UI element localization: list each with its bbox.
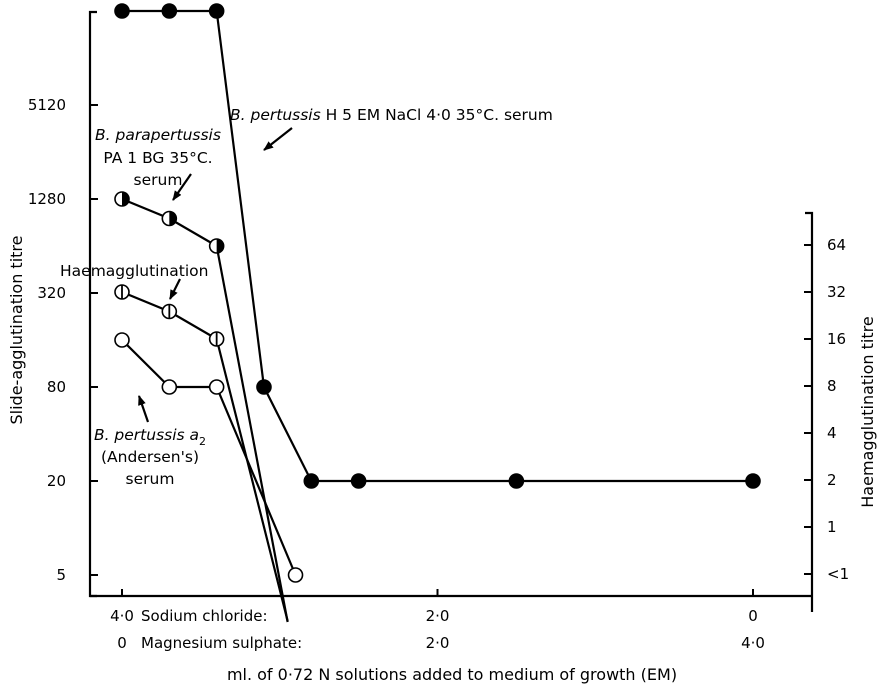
annotation-parapertussis: B. parapertussis PA 1 BG 35°C. serum — [95, 126, 221, 201]
data-point — [508, 473, 525, 489]
annotation-arrow-parapertussis — [172, 173, 192, 201]
data-point — [161, 379, 178, 395]
data-point — [208, 238, 225, 254]
right-y-tick-label: 2 — [827, 471, 837, 489]
data-point — [114, 3, 130, 19]
right-y-tick-label: 8 — [827, 377, 837, 395]
annotation-arrow-andersen — [137, 395, 150, 423]
annotation-arrow-haemagglutination — [169, 278, 181, 300]
x-row-name-sodium-chloride: Sodium chloride: — [141, 607, 268, 625]
data-point — [114, 332, 130, 348]
annotation-haemagglutination: Haemagglutination — [60, 262, 209, 300]
data-point — [208, 3, 225, 19]
left-y-tick-label: 320 — [37, 284, 66, 302]
data-point — [114, 284, 130, 300]
annotation-andersen: B. pertussis a2 (Andersen's) serum — [94, 395, 206, 488]
left-y-axis — [88, 10, 97, 598]
svg-text:B. pertussis a2: B. pertussis a2 — [94, 426, 206, 448]
annotation-parapertussis-line2: PA 1 BG 35°C. — [103, 149, 212, 167]
data-point — [350, 473, 367, 489]
x-row-name-magnesium-sulphate: Magnesium sulphate: — [141, 634, 302, 652]
annotation-pertussis-h5-italic: B. pertussis — [230, 106, 321, 124]
left-y-tick-label: 5 — [56, 566, 66, 584]
series-line-3 — [121, 339, 297, 576]
left-y-ticks: 5 20 80 320 1280 5120 — [28, 96, 98, 584]
annotation-andersen-italic: B. pertussis a — [94, 426, 199, 444]
annotation-arrow-pertussis-h5 — [263, 127, 293, 151]
series-lines — [121, 9, 753, 623]
x-ticks: 4·0 0 2·0 2·0 0 4·0 — [110, 589, 765, 652]
left-y-tick-label: 1280 — [28, 190, 66, 208]
x-tick-label: 0 — [748, 607, 758, 625]
x-tick-label: 2·0 — [426, 607, 450, 625]
data-point — [287, 567, 304, 583]
series-line-0 — [122, 9, 753, 483]
data-point — [161, 210, 178, 227]
x-tick-label: 0 — [117, 634, 127, 652]
data-point — [114, 191, 130, 207]
annotation-andersen-subscript: 2 — [199, 435, 206, 448]
data-point — [161, 3, 178, 19]
svg-text:B. pertussis H 5 EM NaCl 4·0: B. pertussis H 5 EM NaCl 4·0 35°C. serum — [230, 106, 553, 124]
y-axis-title-left: Slide-agglutination titre — [7, 236, 26, 425]
series-markers — [114, 3, 761, 583]
x-tick-label: 4·0 — [110, 607, 134, 625]
right-y-tick-label: 64 — [827, 236, 846, 254]
x-axis-title: ml. of 0·72 N solutions added to medium … — [227, 665, 677, 684]
y-axis-title-right: Haemagglutination titre — [858, 316, 877, 507]
annotation-andersen-line3: serum — [126, 470, 175, 488]
series-line-2 — [121, 290, 289, 622]
annotation-pertussis-h5: B. pertussis H 5 EM NaCl 4·0 35°C. serum — [230, 106, 553, 151]
left-y-tick-label: 20 — [47, 472, 66, 490]
annotation-andersen-line2: (Andersen's) — [101, 448, 199, 466]
svg-text:Haemagglutination: Haemagglutination — [60, 262, 209, 280]
data-point — [256, 379, 272, 395]
data-point — [745, 473, 761, 489]
series-line-1 — [121, 197, 289, 623]
right-y-tick-label: <1 — [827, 565, 849, 583]
right-y-tick-label: 32 — [827, 283, 846, 301]
right-y-axis — [805, 211, 814, 612]
left-y-tick-label: 80 — [47, 378, 66, 396]
left-y-tick-label: 5120 — [28, 96, 66, 114]
data-point — [161, 303, 178, 320]
right-y-tick-label: 16 — [827, 330, 846, 348]
annotation-parapertussis-line1: B. parapertussis — [95, 126, 221, 144]
data-point — [208, 331, 225, 347]
annotation-pertussis-h5-rest: H 5 EM NaCl 4·0 35°C. serum — [321, 106, 553, 124]
right-y-tick-label: 4 — [827, 424, 837, 442]
annotation-parapertussis-line3: serum — [134, 171, 183, 189]
x-tick-label: 2·0 — [426, 634, 450, 652]
x-tick-label: 4·0 — [741, 634, 765, 652]
right-y-tick-label: 1 — [827, 518, 837, 536]
data-point — [208, 379, 225, 395]
data-point — [303, 473, 320, 489]
right-y-ticks: <1 1 2 4 8 16 32 64 — [804, 236, 849, 583]
